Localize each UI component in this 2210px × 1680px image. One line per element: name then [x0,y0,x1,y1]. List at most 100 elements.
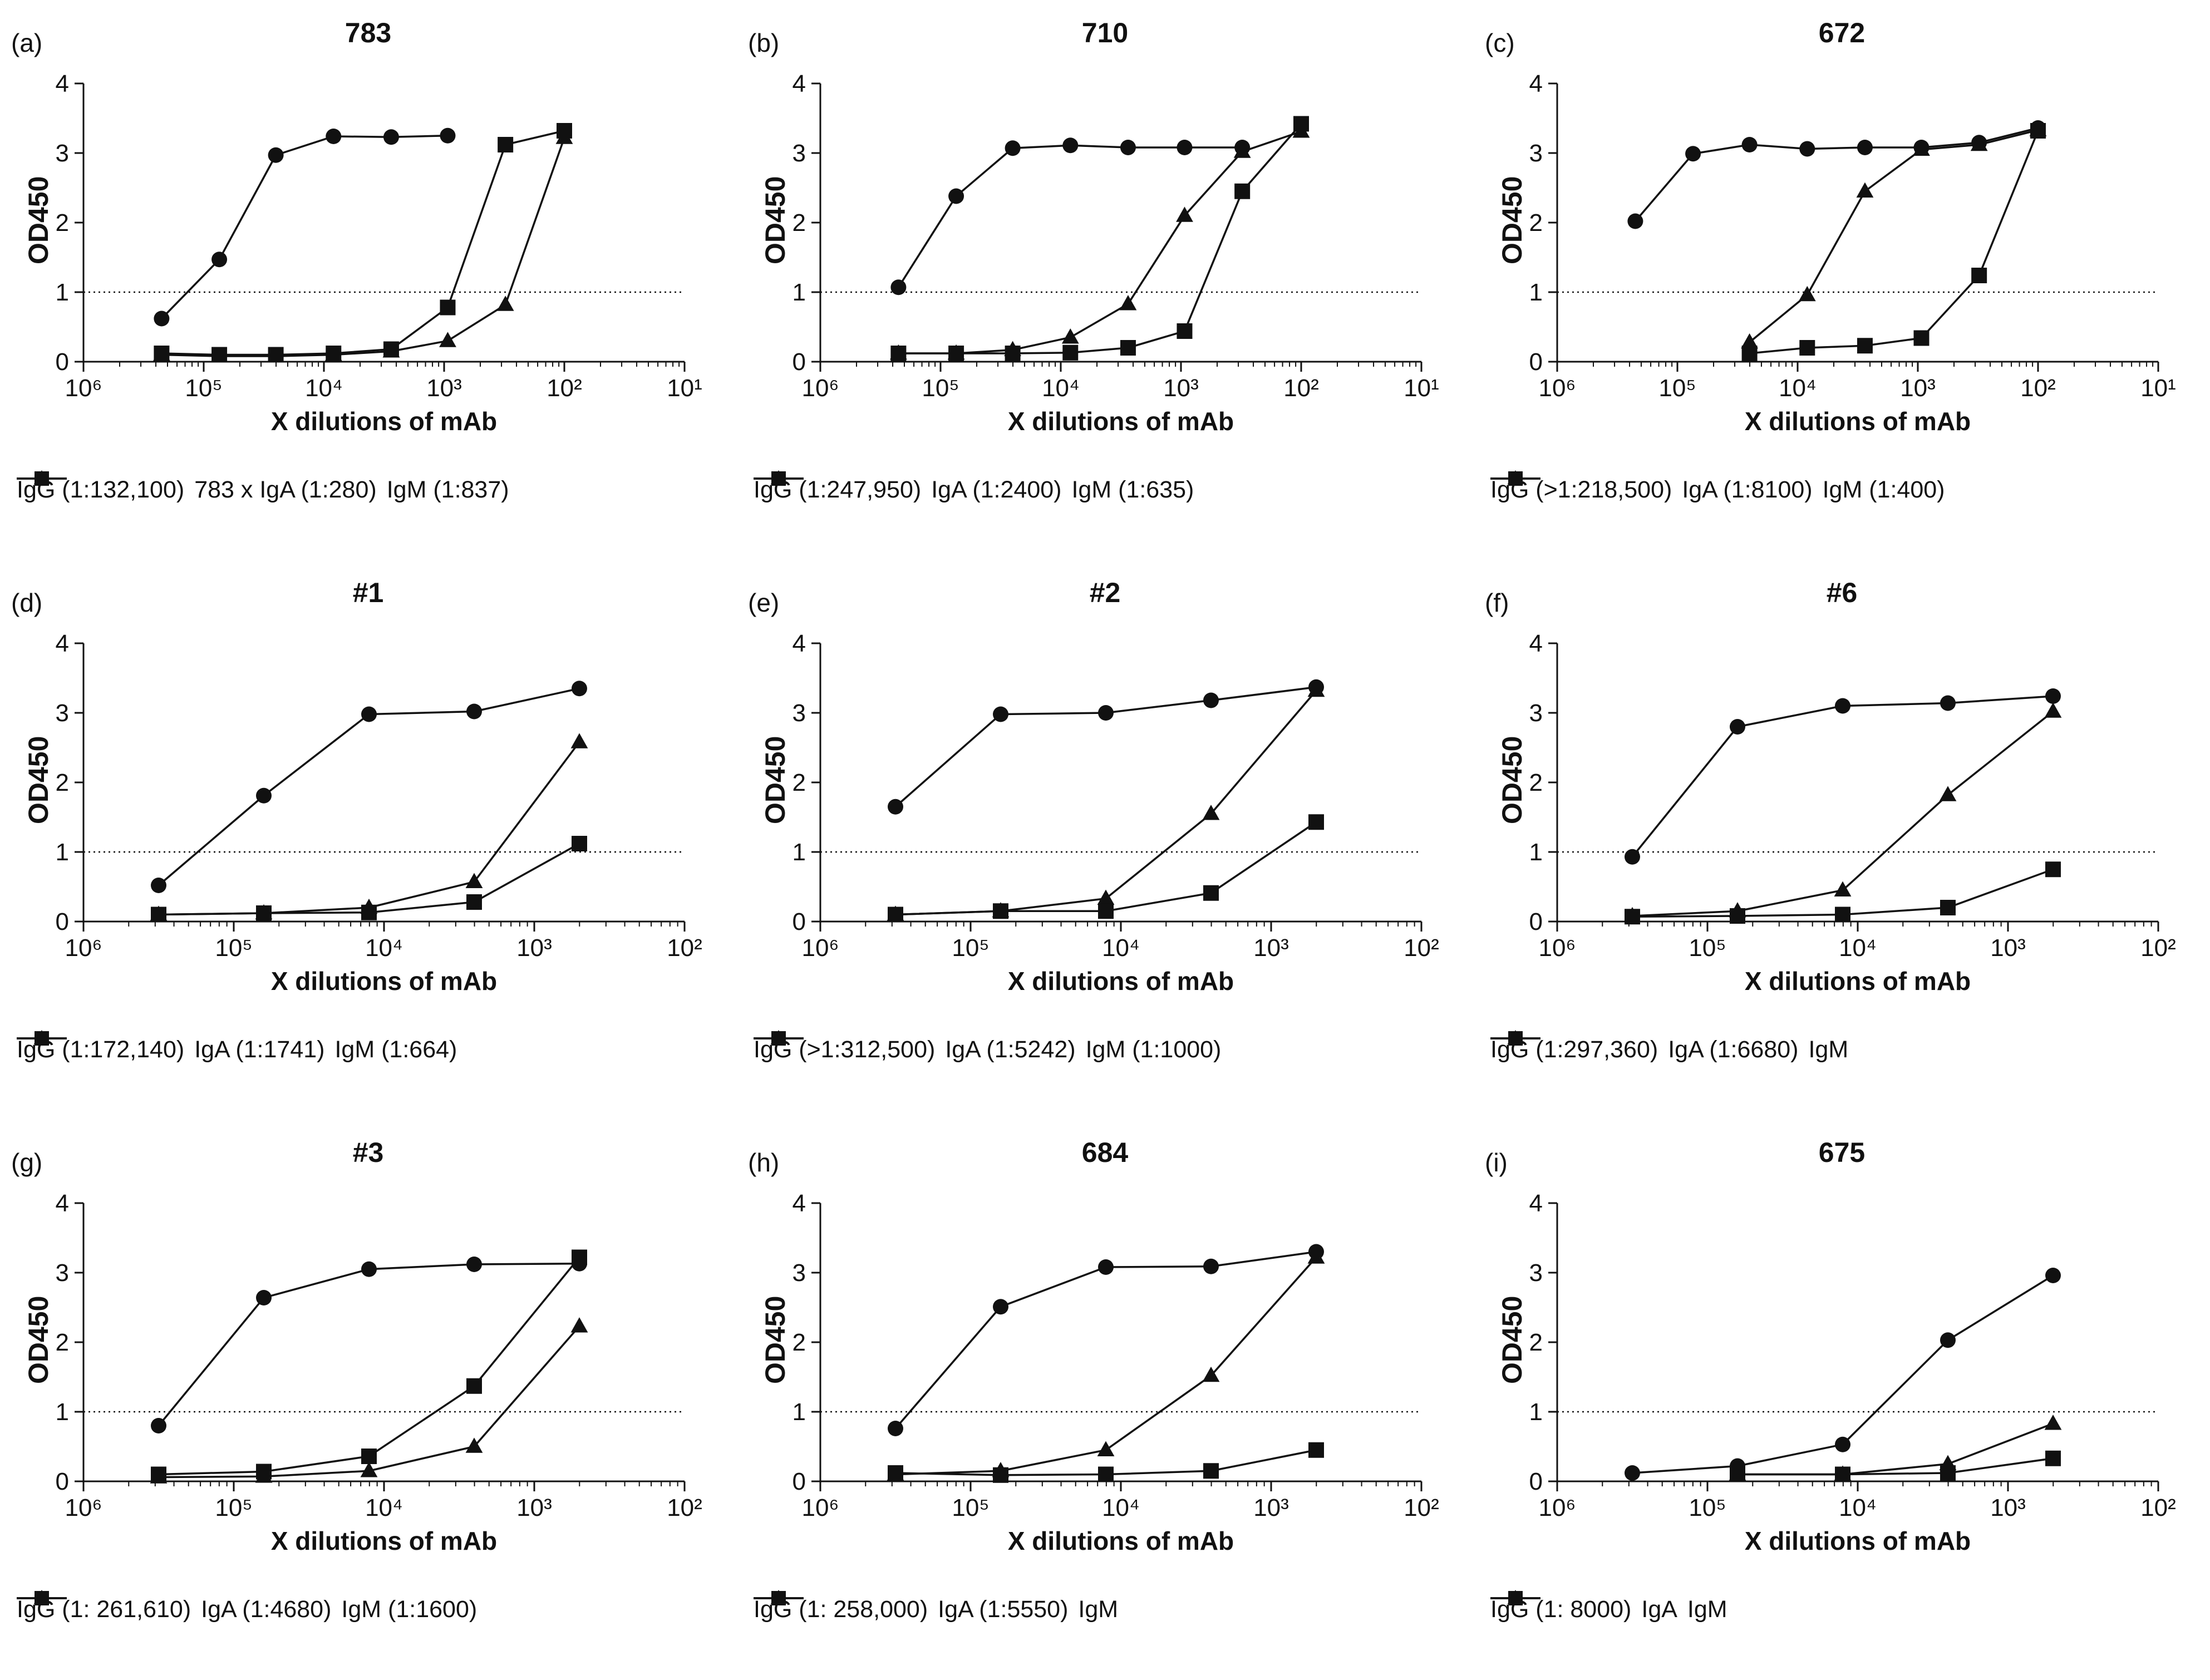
y-tick-label: 4 [56,1190,69,1217]
y-tick-label: 2 [56,209,69,237]
legend: IgG (1: 8000) IgA IgM [1490,1587,2210,1632]
series-triangle [1741,121,2047,349]
x-axis-label: X dilutions of mAb [1744,967,1971,996]
legend-item: IgA (1:6680) [1490,1030,1798,1063]
y-tick-label: 1 [793,279,806,306]
x-tick-label: 10⁴ [1839,1494,1877,1521]
x-tick-label: 10⁵ [952,1494,989,1521]
data-point [1203,885,1219,901]
y-axis-label: OD450 [23,736,54,824]
legend: IgG (1: 258,000) IgA (1:5550) IgM [754,1587,1473,1632]
y-tick-label: 3 [56,699,69,727]
x-tick-label: 10⁵ [1689,1494,1726,1521]
legend-symbol-square [754,1591,804,1605]
y-tick-label: 2 [56,1329,69,1356]
data-point [1835,698,1850,714]
data-point [890,279,907,295]
legend-marker [771,1591,786,1605]
data-point [1835,1436,1850,1452]
legend-symbol-square [17,471,67,486]
data-point [1625,1465,1640,1481]
data-point [256,905,272,921]
x-tick-label: 10⁶ [801,934,839,962]
data-point [1970,135,1988,151]
data-point [1202,1366,1220,1382]
data-point [211,252,228,268]
chart-panel: (e) #2 0 1 2 3 4 10⁶ 10⁵ 10⁴ 10³ 10² OD450 X dilution… [737,560,1473,1120]
panel-label: (h) [748,1148,780,1177]
x-tick-label: 10⁶ [1538,934,1576,962]
legend-item: IgM (1:1000) [754,1031,1221,1063]
x-tick-label: 10⁵ [215,1494,252,1521]
data-point [1625,909,1640,925]
legend-label: IgA (1:8100) [1682,476,1813,503]
data-point [2044,1415,2062,1430]
legend-label: IgA (1:4680) [201,1595,332,1623]
data-point [572,836,587,851]
data-point [1098,705,1114,721]
data-point [993,1299,1008,1315]
data-point [1799,141,1815,157]
legend-item: IgM (1:635) [754,471,1194,504]
data-point [1730,908,1745,924]
chart-panel: (a) 783 0 1 2 3 4 10⁶ 10⁵ 10⁴ 10³ 10² 10¹ OD450 X dilu… [0,0,736,560]
legend-item: IgM [1490,1031,1848,1063]
x-tick-label: 10³ [1253,934,1289,962]
y-axis-label: OD450 [23,176,54,264]
x-tick-label: 10³ [1990,934,2026,962]
x-tick-label: 10¹ [667,375,702,402]
panel-label: (d) [11,588,43,617]
series-line [894,1250,1317,1430]
y-tick-label: 3 [793,699,806,727]
data-point [498,137,514,152]
data-point [361,1449,377,1464]
data-point [2045,861,2061,878]
data-point [1798,285,1816,302]
series-circle [151,1255,587,1433]
y-tick-label: 1 [56,279,69,306]
data-point [151,906,166,923]
data-point [211,347,228,363]
legend-item: IgM (1:837) [17,471,509,504]
legend-item: IgM [754,1591,1118,1623]
data-point [1120,340,1136,356]
x-tick-label: 10⁶ [1538,1494,1576,1521]
chart-panel: (d) #1 0 1 2 3 4 10⁶ 10⁵ 10⁴ 10³ 10² OD450 X dilution… [0,560,736,1120]
y-tick-label: 2 [1529,769,1543,796]
y-tick-label: 4 [793,1190,806,1217]
legend-item: IgA (1:5550) [754,1590,1068,1623]
chart-title: 710 [1081,17,1129,48]
series-square [1741,123,2046,361]
data-point [465,873,483,888]
data-point [1097,1441,1115,1456]
data-point [1741,137,1758,152]
series-square [151,836,587,923]
data-point [557,123,572,139]
chart-plot: 0 1 2 3 4 10⁶ 10⁵ 10⁴ 10³ 10² [56,1190,702,1521]
data-point [326,346,342,361]
data-point [1062,137,1079,154]
y-axis-label: OD450 [760,1295,791,1384]
data-point [1176,206,1193,222]
x-tick-label: 10⁴ [365,1494,403,1521]
data-point [256,1290,272,1305]
data-point [948,346,964,361]
panel-label: (a) [11,28,43,57]
chart-panel: (f) #6 0 1 2 3 4 10⁶ 10⁵ 10⁴ 10³ 10² OD450 X dilution… [1474,560,2210,1120]
chart-panel: (i) 675 0 1 2 3 4 10⁶ 10⁵ 10⁴ 10³ 10² OD450 X dilutio… [1474,1120,2210,1679]
legend-item: IgA (1:1741) [17,1030,324,1063]
data-point [888,1421,903,1436]
legend-symbol-square [754,1031,804,1046]
data-point [361,706,377,722]
x-axis-label: X dilutions of mAb [270,967,498,996]
data-point [1233,142,1251,158]
x-tick-label: 10³ [1163,375,1199,402]
x-tick-label: 10² [1404,1494,1439,1521]
data-point [360,1462,378,1477]
legend-label: IgM (1:664) [334,1036,457,1063]
chart-plot: 0 1 2 3 4 10⁶ 10⁵ 10⁴ 10³ 10² 10¹ [793,70,1439,402]
y-tick-label: 2 [793,209,806,237]
chart-plot: 0 1 2 3 4 10⁶ 10⁵ 10⁴ 10³ 10² 10¹ [56,70,702,402]
x-tick-label: 10² [2140,1494,2176,1521]
legend: IgG (1:247,950) IgA (1:2400) IgM (1:635) [754,467,1473,512]
